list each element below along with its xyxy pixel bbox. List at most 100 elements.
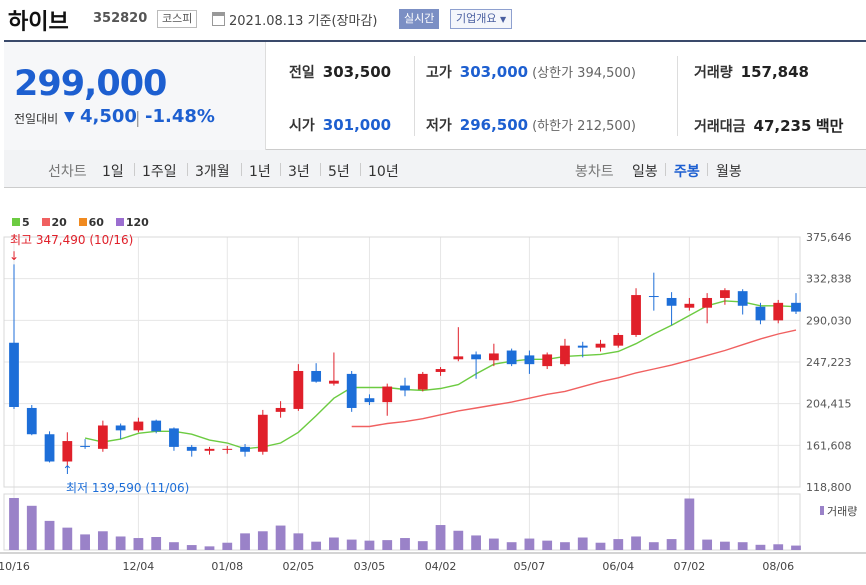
volume-bar <box>755 544 766 550</box>
volume-bar <box>595 542 606 550</box>
ma20-line <box>351 329 797 428</box>
price-chart: 375,646 332,838 290,030 247,223 204,415 161,6… <box>0 231 866 573</box>
volume-bar <box>9 498 19 550</box>
volume-bar <box>453 530 464 550</box>
base-date: 2021.08.13 기준(장마감) <box>229 14 378 29</box>
candle-body <box>186 446 197 451</box>
candle-body <box>435 369 446 372</box>
x-tick-label: 04/02 <box>425 560 457 573</box>
candle-body <box>631 295 641 335</box>
candle-body <box>400 385 410 391</box>
tab-monthly[interactable]: 월봉 <box>716 164 742 180</box>
volume-bar <box>311 541 322 550</box>
trade-amount: 거래대금 47,235 백만 <box>694 117 844 135</box>
candle-body <box>666 297 677 306</box>
volume-bar <box>648 542 659 550</box>
volume-bar <box>773 544 784 550</box>
candle-body <box>488 353 499 361</box>
low-annotation: 최저 139,590 (11/06) <box>66 481 189 495</box>
volume-bar <box>257 531 268 550</box>
tab-weekly[interactable]: 주봉 <box>674 164 700 180</box>
candle-body <box>26 407 37 435</box>
ma5-line <box>84 300 797 450</box>
volume-bar <box>417 541 428 550</box>
volume-bar <box>222 542 233 550</box>
volume-bar <box>151 537 162 550</box>
tab-1y[interactable]: 1년 <box>249 164 271 180</box>
stock-code: 352820 <box>93 11 148 26</box>
candle-body <box>364 398 375 403</box>
legend-ma20[interactable]: 20 <box>41 216 67 229</box>
candle-chart-label: 봉차트 <box>575 164 614 180</box>
x-tick-label: 01/08 <box>211 560 243 573</box>
volume-legend-swatch <box>820 506 824 515</box>
volume-label: 거래량 <box>827 505 857 518</box>
candle-body <box>44 434 55 462</box>
volume-bar <box>293 533 304 550</box>
volume-bar <box>382 540 393 550</box>
tab-3m[interactable]: 3개월 <box>195 164 230 180</box>
volume: 거래량 157,848 <box>694 63 809 81</box>
low-arrow-icon: ↑ <box>62 463 72 477</box>
candle-body <box>773 302 784 321</box>
legend-ma120[interactable]: 120 <box>115 216 149 229</box>
candle-body <box>648 296 659 298</box>
candle-body <box>720 290 730 298</box>
volume-bar <box>631 536 641 550</box>
volume-bar <box>791 545 801 550</box>
down-arrow-icon: ▼ <box>64 109 75 125</box>
volume-bar <box>684 498 695 550</box>
volume-bar <box>275 525 286 550</box>
x-tick-label: 02/05 <box>283 560 315 573</box>
legend-ma60[interactable]: 60 <box>78 216 104 229</box>
candle-body <box>133 421 144 431</box>
candle-body <box>595 343 606 348</box>
candle-body <box>560 345 570 365</box>
x-tick-label: 12/04 <box>123 560 155 573</box>
x-tick-label: 08/06 <box>762 560 794 573</box>
high-price: 고가 303,000 (상한가 394,500) <box>426 63 637 81</box>
candle-body <box>684 303 695 308</box>
realtime-button[interactable]: 실시간 <box>399 9 440 29</box>
volume-bar <box>506 542 517 550</box>
ma-legend: 5 20 60 120 <box>12 216 157 229</box>
change-percent: -1.48% <box>145 106 215 127</box>
tab-1w[interactable]: 1주일 <box>142 164 177 180</box>
calendar-icon <box>212 12 225 26</box>
tab-1d[interactable]: 1일 <box>102 164 124 180</box>
chart-tabs: 선차트 1일 1주일 3개월 1년 3년 5년 10년 봉차트 일봉 주봉 월봉 <box>4 150 866 188</box>
candle-body <box>222 448 233 450</box>
stock-header: 하이브 352820 코스피 2021.08.13 기준(장마감) 실시간 기업… <box>0 0 866 40</box>
stock-name: 하이브 <box>8 10 69 35</box>
volume-bar <box>613 539 624 550</box>
volume-bar <box>542 540 553 550</box>
candle-body <box>702 297 713 308</box>
candle-body <box>80 445 90 447</box>
tab-10y[interactable]: 10년 <box>368 164 399 180</box>
tab-3y[interactable]: 3년 <box>288 164 310 180</box>
candle-body <box>506 350 517 365</box>
legend-ma5[interactable]: 5 <box>12 216 30 229</box>
company-overview-button[interactable]: 기업개요 ▼ <box>450 9 513 29</box>
volume-bar <box>133 538 144 550</box>
volume-bar <box>720 541 730 550</box>
volume-bar <box>400 538 410 550</box>
volume-bar <box>97 531 108 550</box>
candle-body <box>97 425 108 449</box>
candle-body <box>382 386 393 403</box>
tab-5y[interactable]: 5년 <box>328 164 350 180</box>
high-annotation: 최고 347,490 (10/16) <box>10 233 133 247</box>
candle-body <box>737 291 748 306</box>
x-tick-label: 06/04 <box>602 560 634 573</box>
high-arrow-icon: ↓ <box>9 249 19 263</box>
tab-daily[interactable]: 일봉 <box>632 164 658 180</box>
candle-body <box>329 380 339 384</box>
volume-bar <box>329 537 339 550</box>
candle-body <box>471 354 481 360</box>
candle-body <box>9 342 19 407</box>
volume-bar <box>560 542 570 550</box>
candle-body <box>755 306 766 321</box>
candle-body <box>293 370 304 409</box>
candle-body <box>257 414 268 452</box>
candle-body <box>240 446 250 452</box>
